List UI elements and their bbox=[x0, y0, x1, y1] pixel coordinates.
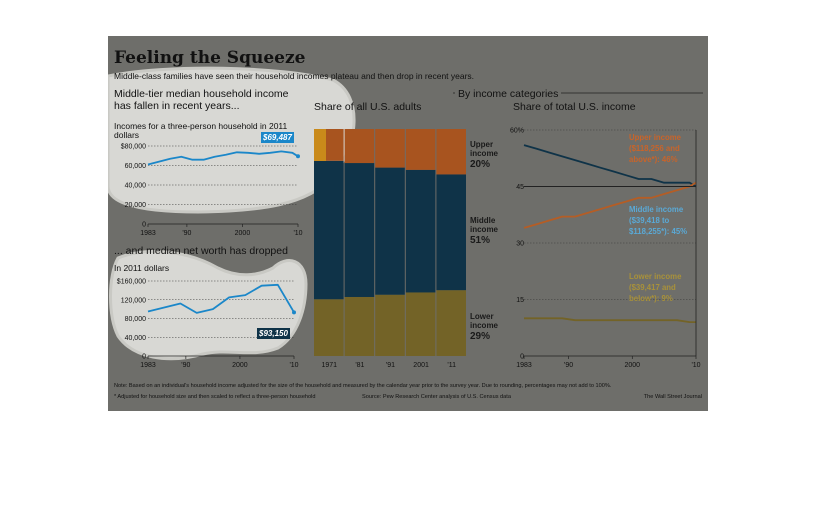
adults-bar-lower-income bbox=[436, 290, 466, 356]
figure-title: Feeling the Squeeze bbox=[114, 48, 306, 68]
share-chart-ytick-label: 15 bbox=[516, 297, 524, 304]
income-chart-ytick-label: 0 bbox=[142, 222, 146, 229]
adults-bar-upper-income bbox=[436, 129, 466, 175]
share-chart-ytick-label: 0 bbox=[520, 354, 524, 361]
income-chart-ytick-label: 40,000 bbox=[125, 183, 147, 190]
networth-chart-xtick-label: '10 bbox=[289, 362, 298, 369]
share-chart-xtick-label: 2000 bbox=[625, 362, 641, 369]
adults-xtick-label: '11 bbox=[447, 362, 456, 369]
share-chart-xtick-label: '10 bbox=[691, 362, 700, 369]
share-middle-label: Middle income ($39,418 to $118,255*): 45… bbox=[629, 205, 688, 236]
income-chart-ytick-label: 20,000 bbox=[125, 202, 147, 209]
income-chart-xtick-label: 1983 bbox=[140, 230, 156, 237]
share-chart-xtick-label: '90 bbox=[564, 362, 573, 369]
share-panel-title: Share of total U.S. income bbox=[513, 101, 636, 113]
income-chart-xtick-label: '90 bbox=[182, 230, 191, 237]
footer-footnote: * Adjusted for household size and then s… bbox=[114, 394, 316, 400]
share-chart-ytick-label: 60% bbox=[510, 128, 524, 135]
income-chart-xtick-label: 2000 bbox=[235, 230, 251, 237]
lower-income-label-2: income bbox=[470, 321, 499, 330]
networth-chart-series-line-0 bbox=[147, 283, 295, 314]
lower-income-label-1: Lower bbox=[470, 312, 494, 321]
adults-bar-lower-income bbox=[314, 299, 344, 356]
middle-income-pct: 51% bbox=[470, 235, 491, 246]
adults-panel-title: Share of all U.S. adults bbox=[314, 101, 422, 113]
networth-chart-xtick-label: '90 bbox=[181, 362, 190, 369]
adults-bar-upper-income bbox=[344, 129, 375, 164]
share-chart-series-line-0 bbox=[523, 144, 697, 188]
adults-bar-middle-income bbox=[405, 169, 436, 293]
figure-subtitle: Middle-class families have seen their ho… bbox=[114, 71, 475, 81]
adults-bar-middle-income bbox=[436, 174, 466, 291]
income-chart-ytick-label: 60,000 bbox=[125, 163, 147, 170]
adults-bar-upper-income bbox=[375, 129, 405, 168]
income-chart-series-line-0 bbox=[147, 150, 299, 166]
categories-header: By income categories bbox=[455, 88, 562, 100]
upper-income-label-1: Upper bbox=[470, 140, 494, 149]
networth-chart-ytick-label: 120,000 bbox=[121, 297, 146, 304]
middle-income-label-1: Middle bbox=[470, 216, 496, 225]
adults-bar-lower-income bbox=[375, 294, 405, 356]
adults-accent-bar bbox=[314, 129, 326, 161]
networth-chart-ytick-label: 0 bbox=[142, 354, 146, 361]
chart-figure: $80,000 60,000 40,000 20,000 0 1983'90 2000'10… bbox=[108, 36, 708, 411]
adults-xtick-label: '91 bbox=[386, 362, 395, 369]
adults-bar-middle-income bbox=[344, 163, 375, 297]
income-panel-title-line1: Middle-tier median household income bbox=[114, 88, 289, 100]
income-panel-title-line2: has fallen in recent years... bbox=[114, 100, 240, 112]
income-panel-note-line2: dollars bbox=[114, 130, 140, 140]
share-chart-ytick-label: 30 bbox=[516, 241, 524, 248]
upper-income-pct: 20% bbox=[470, 159, 491, 170]
upper-income-label-2: income bbox=[470, 149, 499, 158]
share-upper-label: Upper income ($118,256 and above*): 46% bbox=[629, 133, 681, 164]
networth-chart-ytick-label: 40,000 bbox=[125, 335, 147, 342]
networth-chart-end-marker bbox=[292, 310, 296, 315]
adults-bar-lower-income bbox=[405, 292, 436, 356]
income-panel-note-line1: Incomes for a three-person household in … bbox=[114, 121, 288, 131]
share-lower-label: Lower income ($39,417 and below*): 9% bbox=[629, 272, 682, 303]
lower-income-pct: 29% bbox=[470, 331, 491, 342]
share-chart-xtick-label: 1983 bbox=[516, 362, 532, 369]
share-chart-series-line-2 bbox=[524, 317, 696, 324]
middle-income-label-2: income bbox=[470, 225, 499, 234]
adults-bar-lower-income bbox=[344, 296, 375, 356]
income-chart-end-marker bbox=[296, 154, 300, 159]
networth-chart-xtick-label: 1983 bbox=[140, 362, 156, 369]
adults-xtick-label: '81 bbox=[355, 362, 364, 369]
networth-chart-ytick-label: 80,000 bbox=[125, 316, 147, 323]
income-chart-ytick-label: $80,000 bbox=[121, 144, 146, 151]
adults-xtick-label: 2001 bbox=[413, 362, 429, 369]
networth-panel-title: ... and median net worth has dropped bbox=[114, 245, 288, 257]
networth-panel-note: In 2011 dollars bbox=[114, 263, 170, 273]
adults-bar-middle-income bbox=[314, 160, 344, 300]
adults-xtick-label: 1971 bbox=[322, 362, 338, 369]
share-chart-ytick-label: 45 bbox=[516, 184, 524, 191]
income-chart-xtick-label: '10 bbox=[293, 230, 302, 237]
footer-note: Note: Based on an individual's household… bbox=[114, 383, 612, 389]
footer-source: Source: Pew Research Center analysis of … bbox=[362, 394, 511, 400]
income-callout: $69,487 bbox=[261, 132, 294, 143]
networth-chart-ytick-label: $160,000 bbox=[117, 279, 146, 286]
share-chart-series-line-1 bbox=[523, 181, 697, 229]
adults-bar-middle-income bbox=[375, 167, 405, 295]
networth-callout: $93,150 bbox=[257, 328, 290, 339]
footer-credit: The Wall Street Journal bbox=[643, 394, 702, 400]
networth-chart-xtick-label: 2000 bbox=[232, 362, 248, 369]
adults-bar-upper-income bbox=[405, 129, 436, 170]
